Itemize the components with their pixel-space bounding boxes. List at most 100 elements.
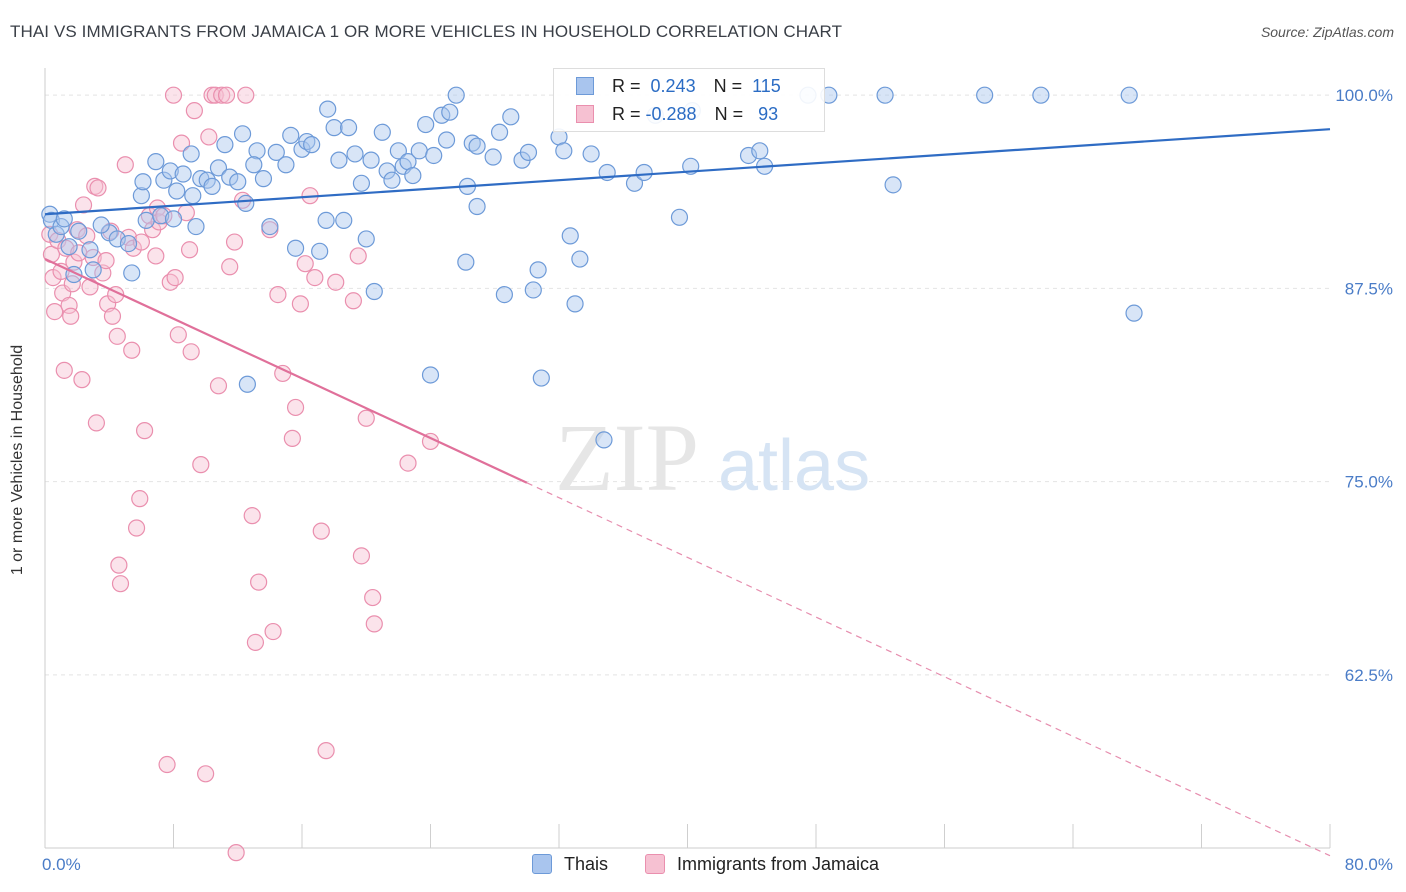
thais-point [490, 123, 509, 141]
jamaica-point [127, 519, 146, 537]
thais-point [404, 166, 422, 185]
thais-point [119, 234, 138, 253]
y-tick-label: 75.0% [1345, 473, 1393, 492]
thais-point [468, 197, 486, 216]
bottom-legend-swatch-thais [532, 854, 552, 874]
jamaica-point [164, 86, 183, 104]
thais-point [123, 264, 141, 282]
jamaica-point [74, 196, 93, 214]
thais-point [108, 230, 126, 248]
thais-point [182, 145, 200, 163]
thais-point [555, 142, 573, 160]
jamaica-point [317, 742, 335, 760]
thais-point [463, 134, 481, 152]
thais-point [184, 187, 202, 205]
jamaica-point [62, 307, 80, 325]
thais-point [566, 295, 584, 313]
thais-point [261, 217, 279, 236]
thais-point [532, 369, 550, 387]
thais-point [876, 86, 894, 104]
thais-point [441, 103, 459, 121]
jamaica-point [87, 414, 106, 432]
jamaica-point [46, 303, 64, 321]
jamaica-point [357, 409, 375, 427]
thais-point [524, 281, 542, 299]
thais-point [134, 173, 152, 191]
thais-point [229, 173, 247, 191]
thais-point [237, 194, 255, 212]
thais-point [155, 171, 173, 189]
legend-row-jamaica: R = -0.288 N = 93 [576, 101, 778, 127]
thais-point [92, 216, 110, 234]
jamaica-point [185, 102, 203, 120]
thais-point [303, 136, 321, 154]
jamaica-point [213, 86, 231, 104]
thais-point [378, 162, 396, 180]
legend-n-label: N = [713, 75, 743, 96]
thais-point [245, 156, 263, 174]
jamaica-point [306, 268, 324, 287]
jamaica-trend-line [44, 258, 528, 484]
legend-r-label: R = [612, 103, 641, 124]
legend-r-label: R = [612, 75, 641, 96]
thais-point [751, 142, 769, 160]
jamaica-point [97, 251, 115, 270]
thais-point [421, 366, 440, 384]
jamaica-point [291, 295, 309, 313]
thais-point [248, 142, 266, 160]
jamaica-point [147, 247, 165, 265]
thais-point [383, 171, 401, 189]
bottom-legend-label-jamaica: Immigrants from Jamaica [677, 853, 880, 874]
jamaica-point [243, 507, 261, 525]
thais-point [571, 250, 589, 268]
jamaica-point [364, 588, 382, 607]
jamaica-point [197, 765, 215, 783]
jamaica-point [327, 273, 345, 291]
jamaica-point [172, 134, 191, 152]
jamaica-point [55, 361, 73, 379]
thais-point [325, 119, 343, 137]
thais-point [976, 86, 994, 104]
thais-point [70, 222, 88, 240]
thais-point [352, 174, 371, 192]
thais-point [254, 170, 273, 188]
x-tick-labels: 0.0% 80.0% [42, 855, 1393, 874]
thais-point [1125, 304, 1143, 322]
watermark-atlas: atlas [718, 426, 870, 506]
thais-point [137, 211, 155, 229]
x-tick-label: 0.0% [42, 855, 81, 874]
thais-point [221, 168, 239, 186]
thais-point [468, 137, 486, 155]
jamaica-point [246, 633, 265, 652]
thais-point [502, 108, 520, 126]
jamaica-point [135, 422, 154, 440]
jamaica-point [296, 255, 314, 273]
thais-point [152, 207, 170, 225]
legend-row-thais: R = 0.243 N = 115 [576, 73, 781, 99]
jamaica-point [60, 296, 78, 315]
thais-point [132, 187, 150, 205]
jamaica-point [78, 227, 96, 245]
thais-point [277, 156, 295, 174]
jamaica-point [221, 258, 239, 276]
thais-point [84, 261, 102, 279]
thais-point [484, 148, 502, 166]
thais-point [174, 165, 192, 183]
thais-point [339, 119, 358, 137]
y-tick-label: 87.5% [1345, 279, 1393, 298]
jamaica-point [200, 128, 218, 146]
jamaica-point [65, 253, 83, 271]
jamaica-point [103, 307, 122, 325]
thais-point [55, 210, 73, 228]
y-tick-label: 100.0% [1335, 86, 1393, 105]
legend-n-value: 115 [752, 75, 781, 96]
jamaica-point [166, 268, 184, 287]
thais-point [203, 177, 221, 195]
thais-point [335, 211, 353, 229]
thais-point [410, 142, 428, 160]
thais-point [164, 210, 183, 228]
bottom-legend-jamaica: Immigrants from Jamaica [645, 851, 879, 877]
thais-point [60, 238, 78, 256]
jamaica-point [286, 398, 305, 417]
